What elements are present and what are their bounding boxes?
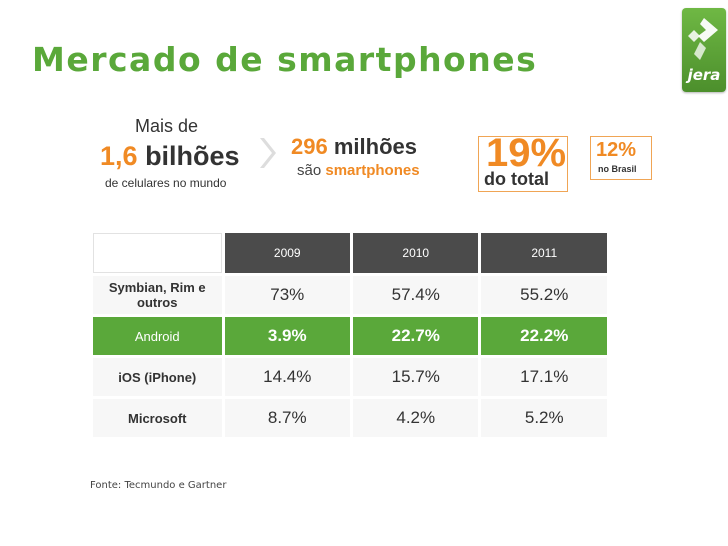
- share-value: 4.2%: [353, 399, 479, 437]
- brasil-share-label: no Brasil: [598, 164, 637, 174]
- jera-logo-icon: [688, 18, 718, 60]
- year-header: 2009: [224, 233, 350, 273]
- table-row: Symbian, Rim e outros 73% 57.4% 55.2%: [93, 276, 607, 314]
- stat-total-value: 1,6 bilhões: [100, 141, 240, 172]
- stat-smart-number: 296: [291, 134, 328, 159]
- share-value: 22.7%: [353, 317, 479, 355]
- stat-smart-caption: são smartphones: [297, 162, 420, 179]
- stat-smart-unit: milhões: [333, 134, 417, 159]
- stat-total-intro: Mais de: [135, 116, 199, 136]
- table-corner-cell: [93, 233, 222, 273]
- stat-total-caption: de celulares no mundo: [105, 176, 227, 190]
- world-share-label: do total: [484, 169, 549, 189]
- chevron-right-icon: [260, 138, 276, 168]
- platform-label: Microsoft: [93, 399, 222, 437]
- stat-total-number: 1,6: [100, 141, 138, 171]
- share-value: 57.4%: [353, 276, 479, 314]
- share-value: 5.2%: [481, 399, 607, 437]
- stat-total-unit: bilhões: [145, 141, 240, 171]
- table-header-row: 2009 2010 2011: [93, 233, 607, 273]
- year-header: 2010: [353, 233, 479, 273]
- share-value: 17.1%: [481, 358, 607, 396]
- share-value: 15.7%: [353, 358, 479, 396]
- share-value: 73%: [224, 276, 350, 314]
- platform-label: Android: [93, 317, 222, 355]
- world-share-pct: 19%: [486, 131, 567, 175]
- stat-smart-prefix: são: [297, 162, 322, 179]
- logo-text: jera: [687, 66, 721, 84]
- share-value: 14.4%: [224, 358, 350, 396]
- market-share-table: 2009 2010 2011 Symbian, Rim e outros 73%…: [90, 230, 610, 440]
- platform-label: iOS (iPhone): [93, 358, 222, 396]
- share-value: 3.9%: [224, 317, 350, 355]
- world-share-box: 19% do total: [478, 131, 568, 192]
- share-value: 22.2%: [481, 317, 607, 355]
- share-value: 8.7%: [224, 399, 350, 437]
- source-note: Fonte: Tecmundo e Gartner: [90, 480, 227, 491]
- table-row: iOS (iPhone) 14.4% 15.7% 17.1%: [93, 358, 607, 396]
- table-row-highlighted: Android 3.9% 22.7% 22.2%: [93, 317, 607, 355]
- jera-logo: jera: [682, 8, 726, 92]
- brasil-share-box: 12% no Brasil: [590, 136, 652, 180]
- stat-smart-value: 296 milhões: [291, 134, 417, 160]
- slide-title: Mercado de smartphones: [32, 40, 538, 79]
- table-row: Microsoft 8.7% 4.2% 5.2%: [93, 399, 607, 437]
- platform-label: Symbian, Rim e outros: [93, 276, 222, 314]
- stat-smart-highlight: smartphones: [325, 162, 420, 179]
- brasil-share-pct: 12%: [596, 139, 637, 161]
- share-value: 55.2%: [481, 276, 607, 314]
- year-header: 2011: [481, 233, 607, 273]
